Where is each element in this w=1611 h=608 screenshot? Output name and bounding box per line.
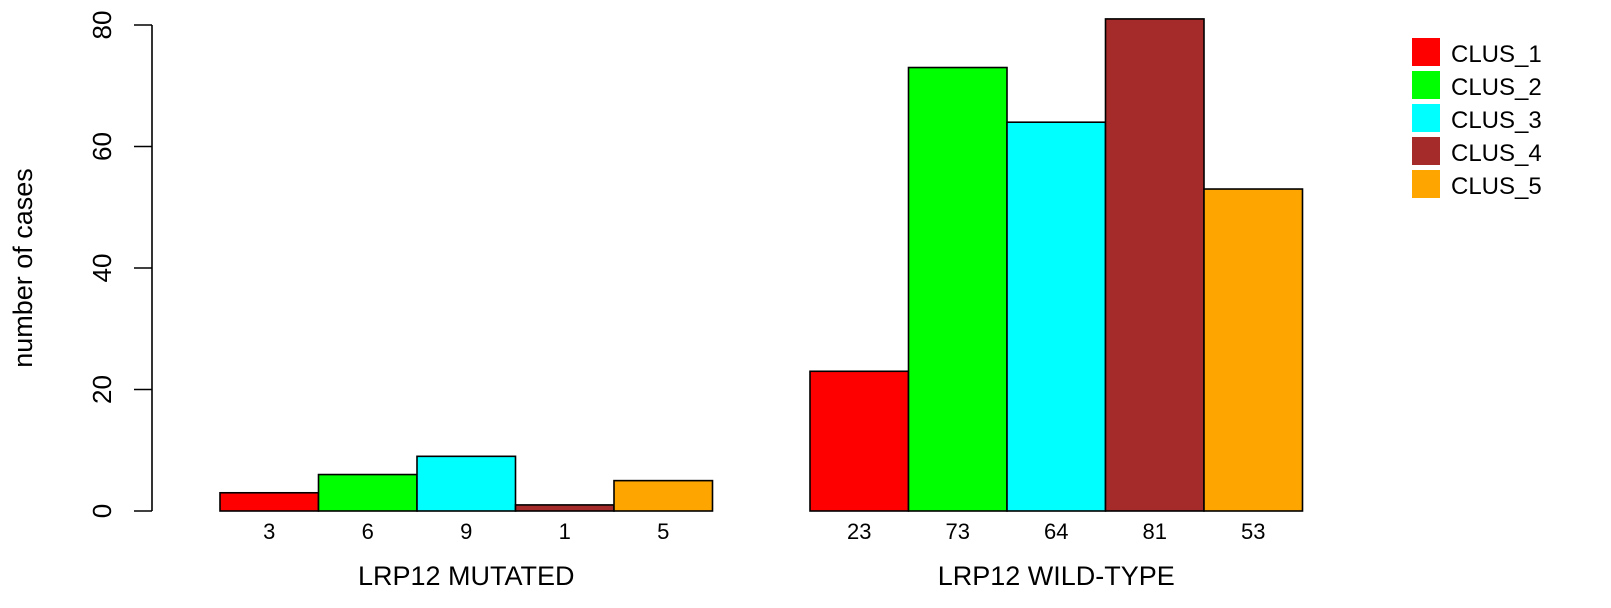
legend-swatch-clus-3 (1412, 104, 1440, 132)
legend-swatch-clus-1 (1412, 38, 1440, 66)
bars (219, 18, 1304, 512)
legend-swatch-clus-2 (1412, 71, 1440, 99)
bar-count-label: 9 (460, 519, 472, 544)
bar-clus-3-group-2 (1006, 121, 1107, 512)
bar-clus-4-group-2 (1104, 18, 1205, 512)
legend-swatch-clus-5 (1412, 170, 1440, 198)
bar-count-label: 3 (263, 519, 275, 544)
count-labels: 3 6 9 1 5 23 73 64 81 53 (263, 519, 1265, 544)
bar-clus-1-group-1 (219, 491, 320, 512)
bar-count-label: 5 (657, 519, 669, 544)
y-tick-label: 40 (87, 254, 117, 283)
bar-clus-4-group-1 (514, 504, 615, 512)
bar-count-label: 73 (946, 519, 970, 544)
legend-label: CLUS_5 (1451, 173, 1542, 200)
y-tick-label: 80 (87, 11, 117, 40)
group-label: LRP12 WILD-TYPE (938, 561, 1175, 591)
bar-clus-3-group-1 (416, 455, 517, 512)
y-axis-label: number of cases (8, 168, 38, 368)
bar-count-label: 1 (559, 519, 571, 544)
bar-clus-5-group-2 (1203, 188, 1304, 512)
bar-clus-2-group-1 (317, 473, 418, 512)
bar-count-label: 64 (1044, 519, 1068, 544)
legend-label: CLUS_1 (1451, 41, 1542, 68)
bar-count-label: 23 (847, 519, 871, 544)
y-axis: 0 20 40 60 80 (87, 11, 153, 518)
bar-count-label: 6 (362, 519, 374, 544)
legend-label: CLUS_4 (1451, 140, 1542, 167)
bar-count-label: 81 (1143, 519, 1167, 544)
bar-clus-5-group-1 (613, 479, 714, 512)
bar-clus-1-group-2 (809, 370, 910, 512)
group-label: LRP12 MUTATED (358, 561, 575, 591)
legend: CLUS_1 CLUS_2 CLUS_3 CLUS_4 CLUS_5 (1412, 38, 1542, 200)
group-labels: LRP12 MUTATED LRP12 WILD-TYPE (358, 561, 1175, 591)
y-tick-label: 20 (87, 375, 117, 404)
bar-count-label: 53 (1241, 519, 1265, 544)
bar-clus-2-group-2 (907, 66, 1008, 512)
legend-label: CLUS_3 (1451, 107, 1542, 134)
legend-swatch-clus-4 (1412, 137, 1440, 165)
y-tick-label: 60 (87, 132, 117, 161)
legend-label: CLUS_2 (1451, 74, 1542, 101)
y-tick-label: 0 (87, 504, 117, 518)
